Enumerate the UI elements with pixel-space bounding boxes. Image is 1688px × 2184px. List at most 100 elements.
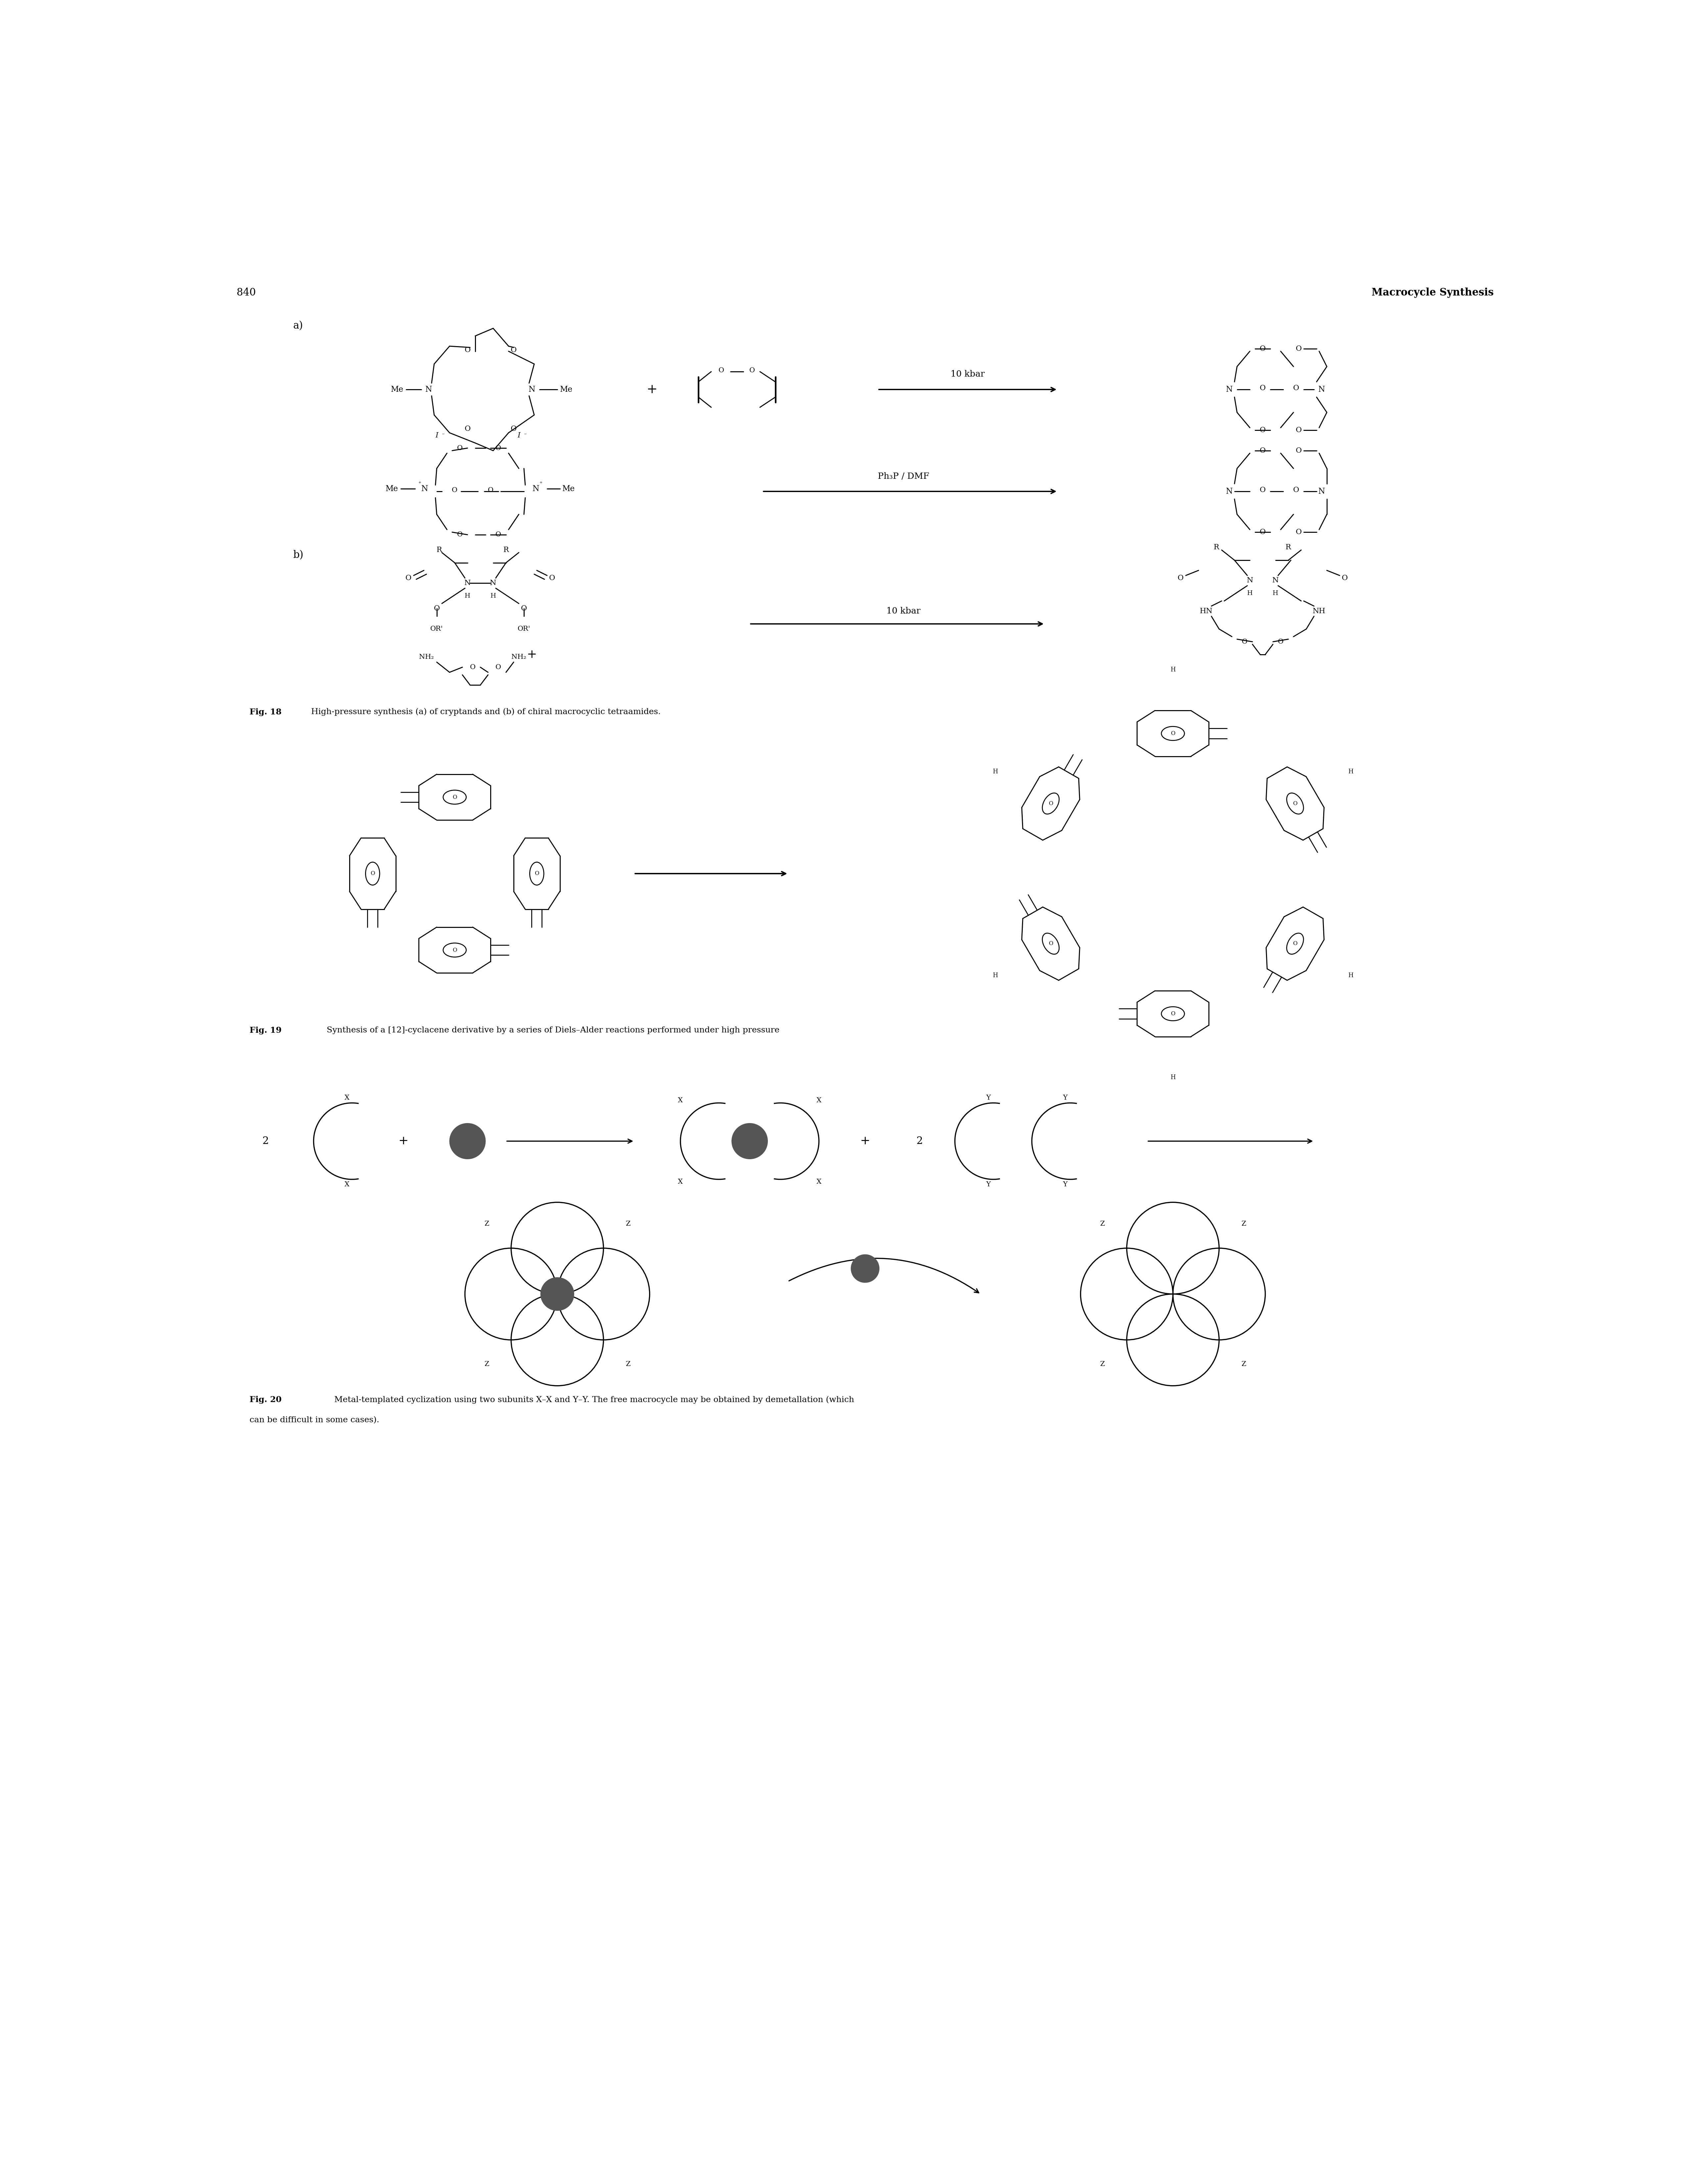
- Text: ⁻: ⁻: [523, 432, 527, 439]
- Text: H: H: [1247, 590, 1252, 596]
- Text: Z: Z: [1101, 1221, 1104, 1227]
- Text: ⁺: ⁺: [540, 480, 542, 487]
- Text: O: O: [1048, 802, 1053, 806]
- Text: O: O: [535, 871, 538, 876]
- Text: N: N: [1273, 577, 1280, 583]
- Text: O: O: [511, 426, 517, 432]
- Text: O: O: [1259, 384, 1266, 391]
- Text: O: O: [719, 367, 724, 373]
- Text: O: O: [1296, 345, 1301, 352]
- Text: O: O: [1278, 638, 1283, 644]
- Text: O: O: [511, 347, 517, 354]
- Text: a): a): [294, 321, 304, 332]
- Text: O: O: [469, 664, 476, 670]
- Text: NH: NH: [1313, 607, 1325, 616]
- Text: X: X: [344, 1182, 349, 1188]
- Text: N: N: [1318, 487, 1325, 496]
- Text: 10 kbar: 10 kbar: [950, 369, 984, 378]
- Text: Me: Me: [385, 485, 398, 494]
- Text: O: O: [749, 367, 755, 373]
- Text: X: X: [817, 1179, 822, 1186]
- Text: Y: Y: [986, 1182, 991, 1188]
- Text: High-pressure synthesis (a) of cryptands and (b) of chiral macrocyclic tetraamid: High-pressure synthesis (a) of cryptands…: [306, 708, 660, 716]
- Text: R: R: [503, 546, 508, 555]
- Text: O: O: [1259, 487, 1266, 494]
- Text: Z: Z: [626, 1361, 630, 1367]
- Text: can be difficult in some cases).: can be difficult in some cases).: [250, 1417, 380, 1424]
- Text: Me: Me: [560, 387, 572, 393]
- Text: X: X: [344, 1094, 349, 1101]
- Text: O: O: [496, 446, 501, 452]
- Text: N: N: [1225, 387, 1232, 393]
- Text: O: O: [457, 446, 463, 452]
- Text: O: O: [1259, 529, 1266, 535]
- Text: O: O: [496, 664, 501, 670]
- Text: O: O: [452, 487, 457, 494]
- Text: O: O: [1293, 941, 1298, 946]
- Text: O: O: [1296, 426, 1301, 435]
- Text: H: H: [490, 592, 496, 598]
- Text: N: N: [1247, 577, 1252, 583]
- Text: O: O: [1293, 384, 1300, 391]
- Text: Fig. 19: Fig. 19: [250, 1026, 282, 1035]
- Text: O: O: [452, 948, 457, 952]
- Text: X: X: [679, 1179, 684, 1186]
- Text: I: I: [517, 432, 520, 439]
- Text: Fig. 20: Fig. 20: [250, 1396, 282, 1404]
- Text: O: O: [1178, 574, 1183, 581]
- Text: H: H: [1273, 590, 1278, 596]
- Text: OR': OR': [430, 627, 442, 631]
- Text: O: O: [1293, 487, 1300, 494]
- Text: Macrocycle Synthesis: Macrocycle Synthesis: [1371, 288, 1494, 297]
- Text: O: O: [1171, 1011, 1175, 1016]
- Text: R: R: [437, 546, 442, 555]
- Circle shape: [449, 1123, 486, 1160]
- Text: 2: 2: [262, 1136, 268, 1147]
- Text: Me: Me: [562, 485, 576, 494]
- Text: O: O: [457, 531, 463, 537]
- Text: 840: 840: [236, 288, 257, 297]
- Text: R: R: [1286, 544, 1291, 550]
- Text: Me: Me: [390, 387, 403, 393]
- Text: 2: 2: [917, 1136, 923, 1147]
- Text: O: O: [452, 795, 457, 799]
- Text: O: O: [464, 347, 471, 354]
- Text: H: H: [1170, 1075, 1175, 1081]
- Text: Z: Z: [484, 1361, 490, 1367]
- Text: O: O: [1259, 448, 1266, 454]
- Text: O: O: [1296, 529, 1301, 535]
- Text: ⁺: ⁺: [419, 480, 422, 487]
- Text: Z: Z: [1241, 1361, 1246, 1367]
- Text: O: O: [405, 574, 412, 581]
- Text: Fig. 18: Fig. 18: [250, 708, 282, 716]
- Text: X: X: [679, 1096, 684, 1103]
- Text: O: O: [1342, 574, 1347, 581]
- Text: Y: Y: [1063, 1094, 1067, 1101]
- Text: b): b): [294, 550, 304, 561]
- Text: H: H: [464, 592, 471, 598]
- Circle shape: [851, 1254, 879, 1282]
- Text: N: N: [532, 485, 540, 494]
- Text: O: O: [1259, 426, 1266, 435]
- Text: O: O: [488, 487, 493, 494]
- Text: H: H: [993, 769, 998, 775]
- Text: Synthesis of a [12]-cyclacene derivative by a series of Diels–Alder reactions pe: Synthesis of a [12]-cyclacene derivative…: [319, 1026, 780, 1033]
- Text: R: R: [1214, 544, 1219, 550]
- Text: Ph₃P / DMF: Ph₃P / DMF: [878, 472, 930, 480]
- Text: O: O: [549, 574, 555, 581]
- Text: Metal-templated cyclization using two subunits X–X and Y–Y. The free macrocycle : Metal-templated cyclization using two su…: [326, 1396, 854, 1404]
- Text: O: O: [370, 871, 375, 876]
- Text: N: N: [1225, 487, 1232, 496]
- Text: O: O: [1242, 638, 1247, 644]
- Text: OR': OR': [518, 627, 530, 631]
- Text: Y: Y: [1063, 1182, 1067, 1188]
- Text: O: O: [434, 605, 441, 612]
- Text: X: X: [817, 1096, 822, 1103]
- Text: H: H: [1349, 972, 1354, 978]
- Text: O: O: [464, 426, 471, 432]
- Circle shape: [731, 1123, 768, 1160]
- Text: O: O: [1048, 941, 1053, 946]
- Text: H: H: [1349, 769, 1354, 775]
- Text: N: N: [422, 485, 429, 494]
- Text: H: H: [993, 972, 998, 978]
